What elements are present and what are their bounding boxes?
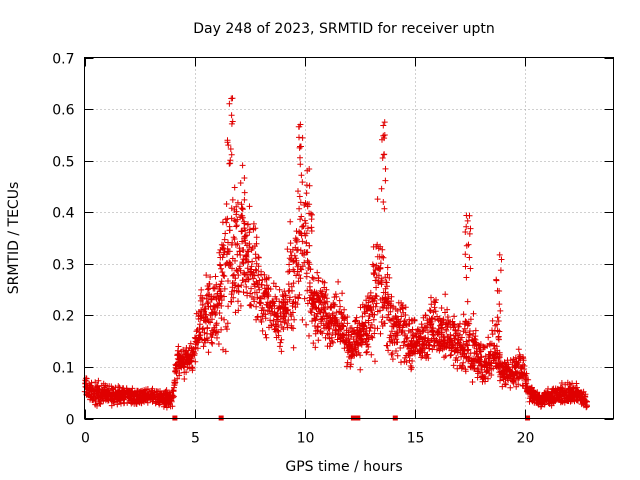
plot-frame (84, 57, 614, 419)
x-axis-label: GPS time / hours (285, 459, 402, 475)
y-tick-label: 0.2 (52, 309, 74, 325)
x-tick-label: 5 (191, 431, 200, 447)
y-tick-label: 0.3 (52, 258, 74, 274)
y-tick-label: 0 (66, 413, 75, 429)
y-axis-label: SRMTID / TECUs (6, 182, 22, 295)
axis-ticks: 0 0.1 0.2 0.3 0.4 0.5 0.6 0.7 0 5 10 15 20 (52, 52, 614, 447)
x-tick-label: 15 (407, 431, 425, 447)
y-tick-label: 0.4 (52, 206, 74, 222)
y-tick-label: 0.5 (52, 155, 74, 171)
x-tick-label: 20 (517, 431, 535, 447)
x-tick-label: 0 (81, 431, 90, 447)
x-tick-label: 10 (297, 431, 315, 447)
chart-title: Day 248 of 2023, SRMTID for receiver upt… (193, 21, 495, 37)
y-tick-label: 0.6 (52, 103, 74, 119)
y-tick-label: 0.7 (52, 52, 74, 68)
y-tick-label: 0.1 (52, 361, 74, 377)
